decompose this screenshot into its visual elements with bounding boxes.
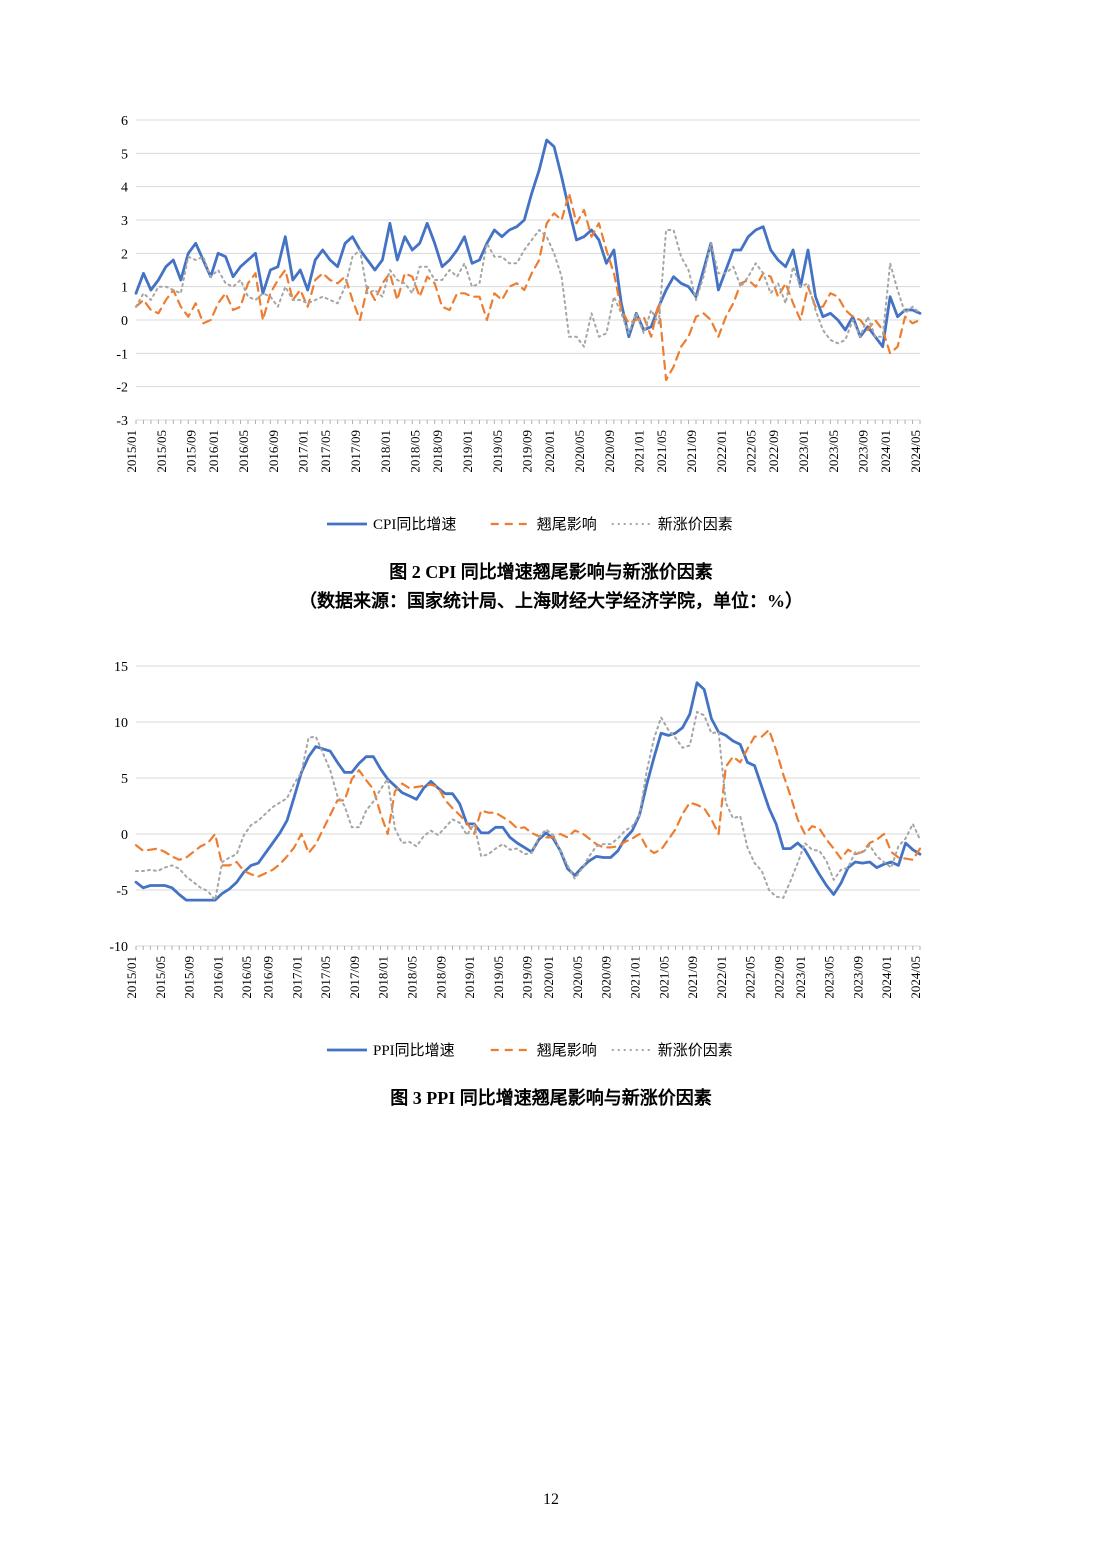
svg-text:2020/09: 2020/09 — [599, 956, 614, 999]
svg-text:新涨价因素: 新涨价因素 — [658, 516, 733, 533]
page-number: 12 — [0, 1491, 1102, 1509]
svg-text:3: 3 — [121, 214, 128, 229]
svg-text:2021/05: 2021/05 — [654, 430, 669, 473]
svg-text:2023/09: 2023/09 — [850, 956, 865, 999]
svg-text:2023/01: 2023/01 — [793, 956, 808, 999]
svg-text:2020/05: 2020/05 — [572, 430, 587, 473]
svg-text:2019/09: 2019/09 — [520, 430, 535, 473]
svg-text:2016/05: 2016/05 — [236, 430, 251, 473]
svg-text:2023/05: 2023/05 — [826, 430, 841, 473]
svg-text:2024/05: 2024/05 — [908, 430, 923, 473]
svg-text:2015/05: 2015/05 — [154, 430, 169, 473]
svg-text:2022/09: 2022/09 — [766, 430, 781, 473]
svg-text:2018/09: 2018/09 — [430, 430, 445, 473]
svg-text:2018/09: 2018/09 — [433, 956, 448, 999]
svg-text:2016/01: 2016/01 — [206, 430, 221, 473]
svg-text:2022/05: 2022/05 — [744, 430, 759, 473]
svg-text:PPI同比增速: PPI同比增速 — [373, 1042, 455, 1059]
ppi-chart-svg: -10 -5 0 5 10 15 2015/01 2015/05 2015/09 2016/01 2… — [80, 646, 940, 1066]
svg-text:2023/01: 2023/01 — [796, 430, 811, 473]
svg-text:2018/01: 2018/01 — [376, 956, 391, 999]
svg-text:2020/09: 2020/09 — [602, 430, 617, 473]
svg-text:10: 10 — [114, 716, 128, 731]
svg-text:2024/01: 2024/01 — [879, 956, 894, 999]
svg-text:新涨价因素: 新涨价因素 — [658, 1042, 733, 1059]
svg-text:CPI同比增速: CPI同比增速 — [373, 516, 456, 533]
svg-text:翘尾影响: 翘尾影响 — [537, 1042, 597, 1059]
svg-text:2024/01: 2024/01 — [878, 430, 893, 473]
svg-text:2017/09: 2017/09 — [347, 956, 362, 999]
svg-text:2018/01: 2018/01 — [378, 430, 393, 473]
svg-text:2016/09: 2016/09 — [261, 956, 276, 999]
svg-text:15: 15 — [114, 660, 128, 675]
svg-text:4: 4 — [121, 181, 128, 196]
svg-text:5: 5 — [121, 772, 128, 787]
svg-text:2021/09: 2021/09 — [684, 430, 699, 473]
svg-text:2020/01: 2020/01 — [541, 956, 556, 999]
svg-text:2018/05: 2018/05 — [405, 956, 420, 999]
ppi-chart: -10 -5 0 5 10 15 2015/01 2015/05 2015/09 2016/01 2… — [80, 646, 1022, 1113]
cpi-chart-subcaption: （数据来源：国家统计局、上海财经大学经济学院，单位：%） — [80, 587, 1022, 616]
svg-text:2018/05: 2018/05 — [408, 430, 423, 473]
svg-text:2021/01: 2021/01 — [632, 430, 647, 473]
svg-text:6: 6 — [121, 114, 128, 129]
svg-text:2015/05: 2015/05 — [153, 956, 168, 999]
svg-text:2021/05: 2021/05 — [656, 956, 671, 999]
cpi-chart: -3 -2 -1 0 1 2 3 4 5 6 2015/01 2015/05 2015/09 2016/0… — [80, 100, 1022, 616]
svg-text:5: 5 — [121, 147, 128, 162]
svg-text:2017/05: 2017/05 — [318, 430, 333, 473]
svg-text:-10: -10 — [109, 940, 128, 955]
svg-text:2020/05: 2020/05 — [570, 956, 585, 999]
svg-text:2015/01: 2015/01 — [124, 430, 139, 473]
svg-text:2017/01: 2017/01 — [289, 956, 304, 999]
svg-text:2022/01: 2022/01 — [714, 430, 729, 473]
svg-text:2017/09: 2017/09 — [348, 430, 363, 473]
svg-text:2019/09: 2019/09 — [520, 956, 535, 999]
svg-text:2015/01: 2015/01 — [124, 956, 139, 999]
svg-text:2: 2 — [121, 247, 128, 262]
svg-text:2024/05: 2024/05 — [908, 956, 923, 999]
svg-text:1: 1 — [121, 281, 128, 296]
svg-text:-5: -5 — [116, 884, 128, 899]
cpi-chart-svg: -3 -2 -1 0 1 2 3 4 5 6 2015/01 2015/05 2015/09 2016/0… — [80, 100, 940, 540]
svg-text:2015/09: 2015/09 — [184, 430, 199, 473]
svg-text:-3: -3 — [116, 414, 128, 429]
cpi-chart-caption: 图 2 CPI 同比增速翘尾影响与新涨价因素 — [80, 558, 1022, 587]
svg-text:2021/09: 2021/09 — [685, 956, 700, 999]
svg-text:2023/09: 2023/09 — [856, 430, 871, 473]
svg-text:-1: -1 — [116, 347, 128, 362]
svg-text:2016/09: 2016/09 — [266, 430, 281, 473]
svg-text:2019/05: 2019/05 — [490, 430, 505, 473]
svg-text:2021/01: 2021/01 — [627, 956, 642, 999]
svg-text:2019/01: 2019/01 — [460, 430, 475, 473]
svg-text:2017/01: 2017/01 — [296, 430, 311, 473]
svg-text:-2: -2 — [116, 381, 128, 396]
svg-text:0: 0 — [121, 314, 128, 329]
svg-text:2019/01: 2019/01 — [462, 956, 477, 999]
svg-text:2020/01: 2020/01 — [542, 430, 557, 473]
svg-text:2022/05: 2022/05 — [743, 956, 758, 999]
ppi-chart-caption: 图 3 PPI 同比增速翘尾影响与新涨价因素 — [80, 1084, 1022, 1113]
svg-text:0: 0 — [121, 828, 128, 843]
svg-text:2022/09: 2022/09 — [771, 956, 786, 999]
svg-text:2015/09: 2015/09 — [182, 956, 197, 999]
svg-text:2019/05: 2019/05 — [491, 956, 506, 999]
svg-text:2023/05: 2023/05 — [822, 956, 837, 999]
svg-text:2017/05: 2017/05 — [318, 956, 333, 999]
svg-text:2016/05: 2016/05 — [239, 956, 254, 999]
svg-text:翘尾影响: 翘尾影响 — [537, 516, 597, 533]
svg-text:2016/01: 2016/01 — [210, 956, 225, 999]
svg-text:2022/01: 2022/01 — [714, 956, 729, 999]
